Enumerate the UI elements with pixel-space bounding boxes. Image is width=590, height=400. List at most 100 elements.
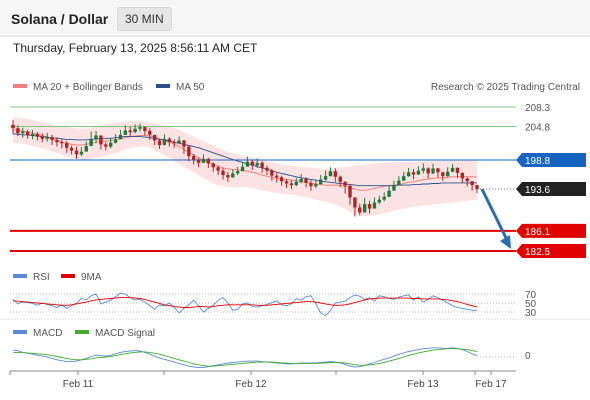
candle-body xyxy=(402,176,406,181)
candle-body xyxy=(421,168,425,171)
candle-body xyxy=(138,127,142,129)
level-labels: 208.3 204.8 198.8 193.6 186.1 182.5 xyxy=(516,103,586,258)
legend-swatch-0 xyxy=(13,84,27,88)
candle-body xyxy=(196,159,201,163)
legend-label-1: MA 50 xyxy=(176,82,205,93)
candle-body xyxy=(123,130,128,135)
x-tick-label: Feb 11 xyxy=(63,379,94,390)
candle-body xyxy=(289,183,294,186)
candle-body xyxy=(240,166,245,172)
candle-body xyxy=(445,171,450,177)
candle-body xyxy=(104,144,108,147)
candle-body xyxy=(30,133,35,136)
forecast-arrow-shaft xyxy=(480,188,510,243)
forecast-arrow xyxy=(480,188,511,249)
candle-body xyxy=(441,172,445,177)
candle-body xyxy=(372,202,377,209)
x-tick-label: Feb 12 xyxy=(235,379,267,390)
macd-signal-line xyxy=(13,348,478,367)
candle-body xyxy=(69,147,74,151)
x-tick-label: Feb 13 xyxy=(407,379,439,390)
rsi-legend-swatch-0 xyxy=(13,274,27,278)
candle-body xyxy=(338,176,342,182)
candle-body xyxy=(206,158,211,164)
level-label-193.6: 193.6 xyxy=(525,185,550,196)
main-legend: MA 20 + Bollinger Bands MA 50 xyxy=(13,82,205,93)
timestamp-label: Thursday, February 13, 2025 8:56:11 AM C… xyxy=(13,41,258,55)
candle-body xyxy=(416,170,421,175)
candle-body xyxy=(40,136,45,139)
candle-body xyxy=(25,131,30,136)
candle-body xyxy=(314,184,318,187)
candle-body xyxy=(216,167,220,171)
candle-body xyxy=(353,197,357,208)
candle-body xyxy=(358,207,362,213)
candle-body xyxy=(35,133,40,137)
candle-body xyxy=(250,161,255,166)
forecast-arrow-head xyxy=(500,235,511,249)
candle-body xyxy=(94,135,98,140)
x-axis: Feb 11 Feb 12 Feb 13 Feb 17 xyxy=(9,370,516,390)
candle-body xyxy=(245,161,250,167)
level-label-182.5: 182.5 xyxy=(525,247,550,258)
candle-body xyxy=(275,175,279,178)
candle-body xyxy=(21,131,25,134)
candle-body xyxy=(465,178,469,182)
candle-body xyxy=(143,127,147,131)
candle-body xyxy=(436,168,440,173)
candle-body xyxy=(348,185,352,198)
candle-body xyxy=(377,199,382,203)
candle-body xyxy=(270,170,274,176)
rsi-tick-30: 30 xyxy=(525,308,537,319)
chart-header: Solana / Dollar 30 MIN xyxy=(0,0,590,37)
timeframe-button[interactable]: 30 MIN xyxy=(117,7,172,31)
level-tag-186.1 xyxy=(516,223,586,238)
candle-body xyxy=(133,128,137,133)
candle-body xyxy=(162,138,167,145)
level-label-208.3: 208.3 xyxy=(525,103,550,114)
candle-body xyxy=(309,182,313,187)
x-tick-label: Feb 17 xyxy=(475,379,507,390)
level-tag-182.5 xyxy=(516,244,586,258)
candle-body xyxy=(411,172,416,175)
rsi-legend-swatch-1 xyxy=(61,274,75,278)
candle-body xyxy=(260,162,264,168)
rsi-tick-50: 50 xyxy=(525,299,537,310)
level-label-186.1: 186.1 xyxy=(525,227,550,238)
legend-label-0: MA 20 + Bollinger Bands xyxy=(33,82,143,93)
bollinger-bands xyxy=(13,117,477,217)
candle-body xyxy=(333,171,338,177)
candle-body xyxy=(460,172,465,179)
candle-body xyxy=(157,140,162,145)
candle-body xyxy=(221,170,225,176)
candle-body xyxy=(319,179,323,185)
candle-body xyxy=(152,134,157,141)
candle-body xyxy=(455,167,460,173)
candle-body xyxy=(362,204,367,213)
candle-body xyxy=(284,181,289,184)
bollinger-band-fill xyxy=(13,117,477,217)
candle-body xyxy=(265,167,269,171)
macd-panel: MACD MACD Signal 0 xyxy=(12,328,531,369)
candle-body xyxy=(397,180,401,186)
credit-text: Research © 2025 Trading Central xyxy=(431,82,580,93)
candle-body xyxy=(431,168,435,174)
candle-body xyxy=(177,140,181,144)
candle-body xyxy=(182,140,186,147)
candle-body xyxy=(470,181,474,186)
level-label-204.8: 204.8 xyxy=(525,123,550,134)
candle-body xyxy=(192,156,196,160)
rsi-legend-label-0: RSI xyxy=(33,272,50,283)
candle-body xyxy=(148,131,152,135)
candle-body xyxy=(55,139,59,143)
candle-body xyxy=(382,196,386,200)
candle-body xyxy=(201,158,206,163)
candle-body xyxy=(167,138,171,143)
candle-body xyxy=(187,146,191,157)
candle-body xyxy=(45,137,49,139)
rsi-ma-line xyxy=(12,297,478,308)
candle-body xyxy=(392,185,396,191)
